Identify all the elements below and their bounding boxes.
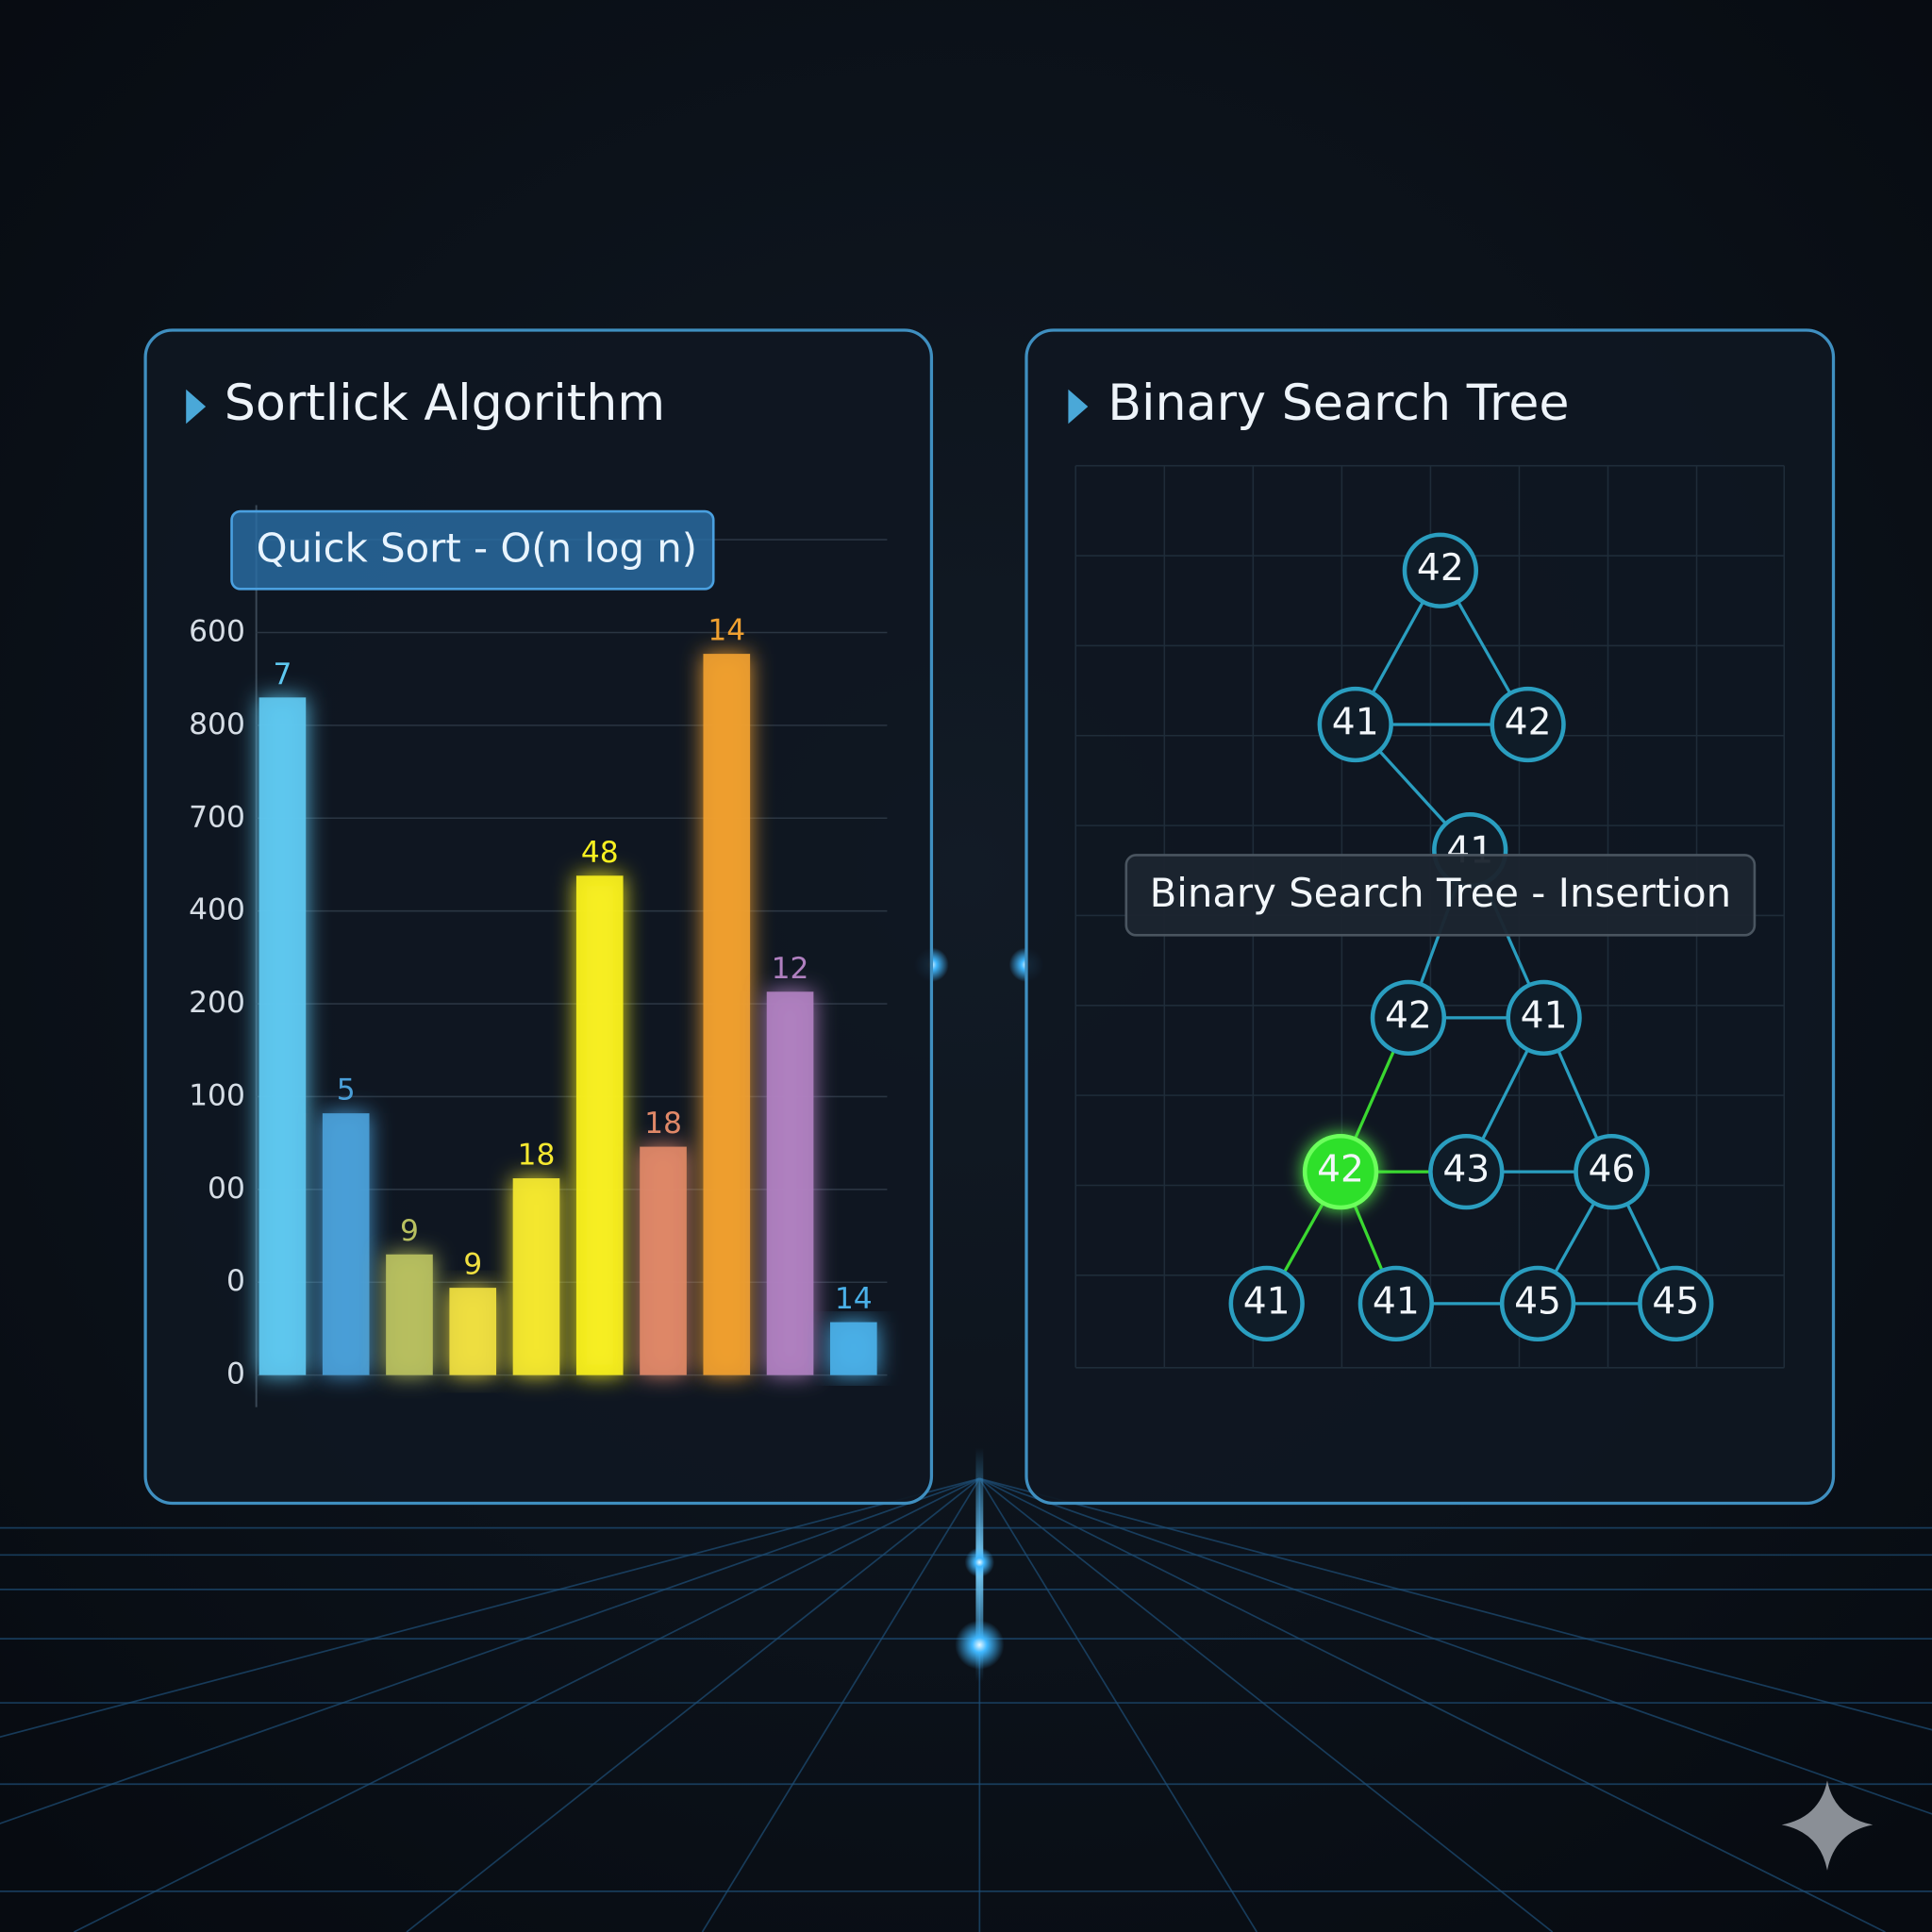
bar-label: 9 — [463, 1248, 482, 1282]
node: 42 — [1402, 532, 1479, 608]
bar — [258, 697, 307, 1375]
title-icon — [186, 389, 207, 425]
node: 45 — [1499, 1265, 1576, 1342]
bar-label: 14 — [835, 1282, 873, 1316]
panel-title: Binary Search Tree — [1108, 375, 1569, 432]
node: 45 — [1638, 1265, 1714, 1342]
node: 41 — [1317, 686, 1393, 763]
bar — [640, 1146, 687, 1375]
node: 41 — [1357, 1265, 1434, 1342]
node-label: 45 — [1514, 1280, 1561, 1323]
title-icon — [1068, 389, 1089, 425]
badge — [230, 509, 715, 591]
y-tick-label: 100 — [189, 1078, 245, 1112]
bar-label: 12 — [772, 952, 809, 986]
bar — [449, 1288, 497, 1375]
node: 41 — [1228, 1265, 1305, 1342]
y-tick-label: 700 — [189, 800, 245, 834]
node: 42 — [1370, 979, 1447, 1057]
y-tick-label: 0 — [226, 1357, 245, 1391]
bar — [386, 1254, 433, 1375]
floor-grid — [0, 1477, 1932, 1932]
bar — [575, 875, 624, 1375]
bar — [322, 1113, 370, 1375]
bar — [512, 1178, 560, 1375]
node-label: 42 — [1505, 702, 1552, 744]
y-tick-label: 200 — [189, 986, 245, 1020]
y-tick-label: 400 — [189, 893, 245, 927]
node-label: 42 — [1317, 1149, 1364, 1191]
bar-label: 18 — [644, 1107, 682, 1141]
light-dot — [964, 1547, 995, 1577]
y-tick-label: 600 — [189, 614, 245, 648]
node: 46 — [1574, 1133, 1650, 1210]
bar-label: 9 — [400, 1214, 419, 1248]
bar-label: 18 — [518, 1139, 556, 1173]
node: 42 — [1302, 1133, 1379, 1210]
panel-title: Sortlick Algorithm — [225, 375, 665, 432]
badge-text: Binary Search Tree - Insertion — [1150, 870, 1732, 916]
node-label: 41 — [1521, 994, 1568, 1037]
node-label: 42 — [1385, 994, 1432, 1037]
bar-label: 14 — [708, 614, 745, 648]
y-tick-label: 800 — [189, 708, 245, 741]
badge — [1124, 854, 1757, 937]
tree-nodes: 42 41 42 41 42 41 42 43 46 41 41 45 45 — [1228, 532, 1714, 1342]
node: 43 — [1428, 1133, 1505, 1210]
node-label: 41 — [1243, 1280, 1291, 1323]
y-tick-label: 0 — [226, 1264, 245, 1298]
badge-text: Quick Sort - O(n log n) — [257, 525, 697, 571]
bar-label: 7 — [273, 658, 291, 691]
bar-label: 48 — [581, 836, 619, 870]
node-label: 45 — [1652, 1280, 1699, 1323]
node-label: 46 — [1588, 1149, 1635, 1191]
node-label: 41 — [1332, 702, 1379, 744]
y-tick-label: 00 — [208, 1172, 245, 1206]
bar — [703, 654, 751, 1375]
bar-label: 5 — [337, 1074, 356, 1108]
bar — [830, 1322, 877, 1375]
node-label: 42 — [1417, 547, 1464, 590]
sparkle-icon — [1781, 1780, 1874, 1871]
node: 42 — [1490, 686, 1566, 763]
light-dot — [955, 1620, 1005, 1670]
node-label: 43 — [1442, 1149, 1490, 1191]
bar — [766, 991, 814, 1375]
node-label: 41 — [1373, 1280, 1420, 1323]
node: 41 — [1506, 979, 1582, 1057]
